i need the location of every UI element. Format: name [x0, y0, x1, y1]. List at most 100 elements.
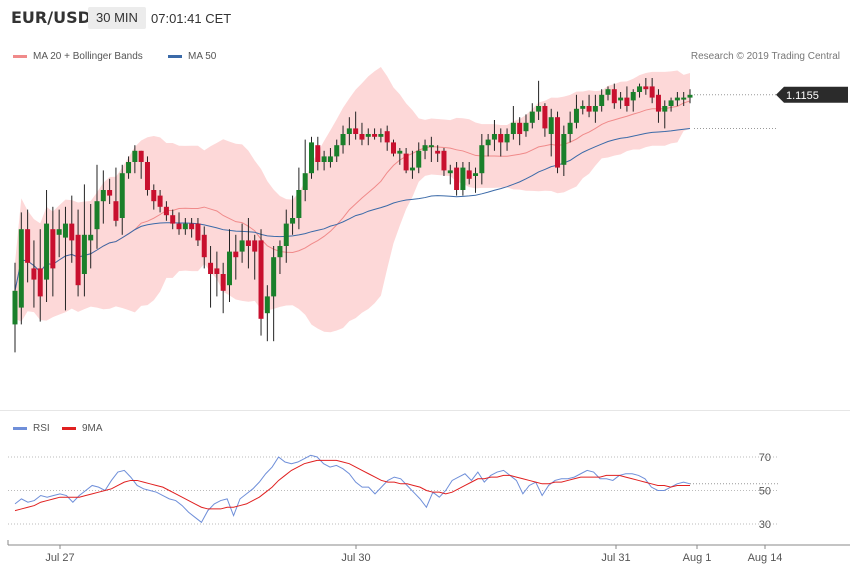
candle-body	[176, 223, 182, 230]
candle-body	[435, 150, 441, 154]
candle-body	[416, 150, 422, 168]
candle-body	[308, 142, 314, 174]
candle-body	[37, 268, 43, 297]
candle-body	[233, 251, 239, 258]
candle-body	[321, 156, 327, 162]
candle-body	[245, 240, 251, 246]
candle-body	[428, 145, 434, 148]
rsi-swatch	[13, 426, 27, 430]
panel-separator	[0, 410, 850, 411]
candle-body	[151, 190, 157, 202]
candle-body	[365, 134, 371, 137]
candle-body	[548, 117, 554, 134]
candle-body	[687, 94, 693, 98]
candle-body	[226, 251, 232, 286]
candle-body	[220, 274, 226, 291]
candle-body	[201, 234, 207, 258]
candle-body	[611, 89, 617, 104]
candle-body	[264, 296, 270, 314]
9ma-legend-label: 9MA	[82, 423, 103, 434]
candle-body	[44, 223, 50, 280]
candle-body	[536, 106, 542, 112]
candle-body	[674, 97, 680, 101]
ma50-line	[14, 127, 691, 291]
candle-body	[157, 195, 163, 207]
rsi-tick-label: 50	[759, 486, 771, 498]
legend-9ma: 9MA	[62, 423, 103, 434]
rsi-tick-label: 70	[759, 452, 771, 464]
candle-body	[630, 92, 636, 101]
candle-body	[605, 89, 611, 95]
candle-body	[113, 201, 119, 221]
candle-body	[208, 262, 214, 274]
candle-body	[100, 190, 106, 202]
candle-body	[384, 131, 390, 143]
candle-body	[624, 97, 630, 106]
candle-body	[75, 234, 81, 286]
x-tick-label: Aug 1	[683, 552, 712, 564]
candle-body	[391, 142, 397, 154]
price-tag-label: 1.1155	[786, 90, 819, 102]
rsi-ma-line	[14, 459, 690, 512]
candle-body	[510, 122, 516, 134]
candle-body	[94, 201, 100, 230]
candle-body	[252, 240, 258, 252]
candle-body	[359, 134, 365, 140]
candle-body	[441, 150, 447, 171]
candle-body	[88, 234, 94, 241]
candle-body	[327, 156, 333, 162]
candle-body	[662, 106, 668, 112]
candle-body	[138, 150, 144, 162]
candle-body	[302, 173, 308, 190]
x-tick-label: Jul 27	[45, 552, 74, 564]
candle-body	[447, 170, 453, 174]
legend-ma50: MA 50	[168, 51, 216, 62]
candle-body	[340, 134, 346, 146]
candle-body	[126, 162, 132, 174]
candle-body	[542, 106, 548, 129]
candle-body	[580, 106, 586, 109]
candle-body	[473, 173, 479, 176]
candle-body	[25, 229, 31, 263]
candle-body	[334, 145, 340, 157]
candle-body	[454, 167, 460, 190]
candle-body	[290, 218, 296, 224]
candle-body	[409, 167, 415, 171]
symbol-label: EUR/USD	[11, 8, 91, 27]
candle-body	[643, 86, 649, 90]
candle-body	[637, 86, 643, 92]
x-tick-label: Aug 14	[748, 552, 783, 564]
candle-body	[31, 268, 37, 280]
candle-body	[555, 117, 561, 168]
candle-body	[277, 246, 283, 258]
candle-body	[144, 162, 150, 190]
candle-body	[592, 106, 598, 112]
candle-body	[119, 173, 125, 218]
candle-body	[498, 134, 504, 143]
candle-body	[567, 122, 573, 134]
candle-body	[403, 153, 409, 171]
candle-body	[132, 150, 138, 162]
candle-body	[189, 223, 195, 230]
candle-body	[69, 223, 75, 241]
candle-body	[599, 94, 605, 106]
candle-body	[504, 134, 510, 143]
9ma-swatch	[62, 426, 76, 430]
candle-body	[315, 145, 321, 162]
candle-body	[517, 122, 523, 134]
clock-readout: 07:01:41 CET	[151, 11, 232, 26]
candle-body	[182, 223, 188, 230]
candle-body	[422, 145, 428, 151]
research-credit: Research © 2019 Trading Central	[690, 51, 840, 62]
candle-body	[491, 134, 497, 140]
candle-body	[573, 108, 579, 123]
timeframe-selector[interactable]: 30 MIN	[88, 7, 146, 29]
bb-swatch	[13, 54, 27, 58]
ma50-legend-label: MA 50	[188, 51, 217, 62]
candle-body	[618, 97, 624, 101]
legend-bb: MA 20 + Bollinger Bands	[13, 51, 143, 62]
candle-body	[586, 106, 592, 112]
candle-body	[283, 223, 289, 246]
legend-rsi: RSI	[13, 423, 50, 434]
